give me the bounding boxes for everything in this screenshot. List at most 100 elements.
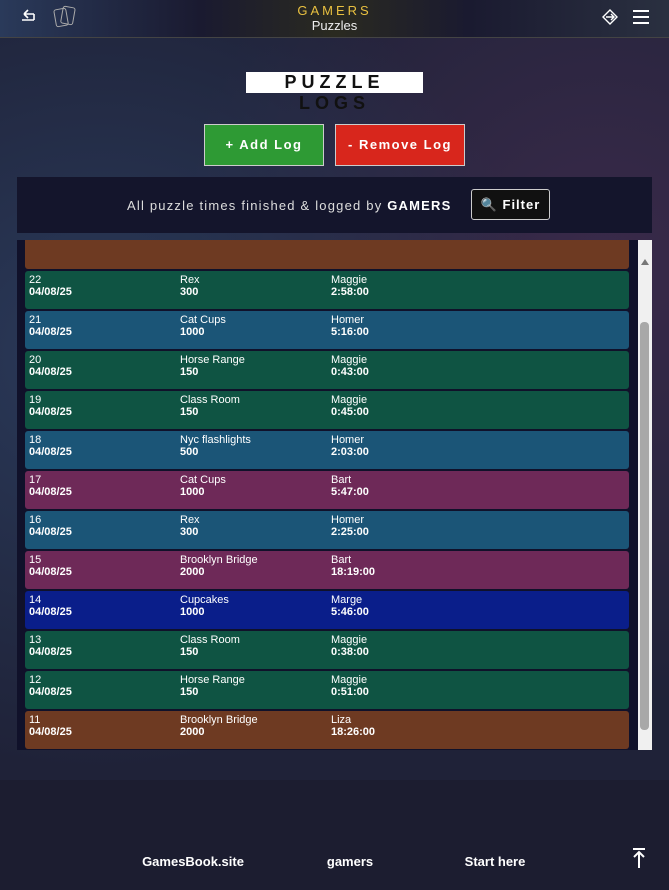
row-puzzle: Cupcakes [180,594,229,606]
footer-link[interactable]: gamers [326,854,374,869]
header-icons [22,5,649,28]
top-icon[interactable] [629,846,649,870]
row-id: 11 [29,714,41,726]
row-puzzle: Nyc flashlights [180,434,251,446]
row-player: Homer [331,314,365,326]
row-puzzle: Horse Range [180,674,245,686]
log-row[interactable]: 14 04/08/25 Cupcakes 1000 Marge 5:46:00 [25,591,629,629]
log-row: 04/08/25200018:45:00 [25,240,629,269]
row-date: 04/08/25 [29,486,72,498]
log-row[interactable]: 18 04/08/25 Nyc flashlights 500 Homer 2:03:00 [25,431,629,469]
log-list: 04/08/25200018:45:002204/08/25Rex300Magg… [17,240,652,750]
row-id: 20 [29,354,42,366]
menu-icon[interactable] [633,10,649,24]
row-player: Maggie [331,394,368,406]
row-player: Homer [331,434,365,446]
log-row[interactable]: 20 04/08/25 Horse Range 150 Maggie 0:43:00 [25,351,629,389]
row-player: Maggie [331,634,368,646]
row-time: 2:03:00 [331,446,369,458]
subtitle: Puzzles [311,18,358,33]
info-text: All puzzle times finished & logged by GA… [127,198,451,213]
info-label: All puzzle times finished & logged by [127,198,383,213]
row-time: 18:19:00 [331,566,376,578]
cards-icon[interactable] [53,7,69,28]
row-time: 5:46:00 [331,606,369,618]
row-time: 2:58:00 [331,286,369,298]
row-id: 14 [29,594,42,606]
row-time: 0:51:00 [331,686,369,698]
remove-button[interactable]: - Remove Log [335,124,465,166]
page-title: PUZZLE LOGS [246,72,423,113]
row-time: 5:16:00 [331,326,369,338]
row-puzzle: Rex [180,274,200,286]
row-pieces: 500 [180,446,199,458]
row-player: Marge [331,594,363,606]
row-time: 0:38:00 [331,646,369,658]
row-date: 04/08/25 [29,606,72,618]
log-row[interactable]: 15 04/08/25 Brooklyn Bridge 2000 Bart 18:19:0… [25,551,629,589]
row-puzzle: Brooklyn Bridge [180,554,258,566]
login-icon[interactable] [602,9,618,25]
filter-button[interactable]: 🔍 Filter [471,189,550,220]
footer-link[interactable]: Start here [464,854,526,869]
row-id: 17 [29,474,42,486]
row-time: 0:43:00 [331,366,369,378]
row-pieces: 1000 [180,486,205,498]
row-puzzle: Horse Range [180,354,245,366]
scrollbar[interactable] [638,240,652,750]
row-pieces: 2000 [180,726,205,738]
row-id: 19 [29,394,42,406]
row-puzzle: Cat Cups [180,474,226,486]
row-date: 04/08/25 [29,726,72,738]
info-bar: All puzzle times finished & logged by GA… [17,177,652,233]
row-date: 04/08/25 [29,646,72,658]
row-time: 18:26:00 [331,726,376,738]
footer-link[interactable]: GamesBook.site [142,854,244,869]
row-player: Bart [331,554,352,566]
log-row[interactable]: 12 04/08/25 Horse Range 150 Maggie 0:51:00 [25,671,629,709]
row-time: 0:45:00 [331,406,369,418]
row-player: Maggie [331,674,368,686]
row-date: 04/08/25 [29,686,72,698]
row-id: 13 [29,634,42,646]
row-pieces: 2000 [180,566,205,578]
row-pieces: 1000 [180,606,205,618]
row-date: 04/08/25 [29,566,72,578]
row-pieces: 150 [180,646,199,658]
row-pieces: 150 [180,686,199,698]
row-puzzle: Cat Cups [180,314,226,326]
row-player: Maggie [331,354,368,366]
log-row[interactable]: 19 04/08/25 Class Room 150 Maggie 0:45:00 [25,391,629,429]
log-row[interactable]: 16 04/08/25 Rex 300 Homer 2:25:00 [25,511,629,549]
brand: GAMERS [297,3,372,18]
footer: GamesBook.site gamers Start here [0,780,669,890]
log-row[interactable]: 22 04/08/25 Rex 300 Maggie 2:58:00 [25,271,629,309]
row-id: 21 [29,314,42,326]
row-puzzle: Class Room [180,394,240,406]
row-time: 2:25:00 [331,526,369,538]
row-date: 04/08/25 [29,406,72,418]
back-icon[interactable] [22,9,35,21]
row-date: 04/08/25 [29,326,72,338]
row-player: Bart [331,474,352,486]
add-button[interactable]: + Add Log [204,124,324,166]
row-date: 04/08/25 [29,446,72,458]
info-owner: GAMERS [387,198,452,213]
log-row[interactable]: 21 04/08/25 Cat Cups 1000 Homer 5:16:00 [25,311,629,349]
row-pieces: 300 [180,286,199,298]
row-id: 15 [29,554,42,566]
row-pieces: 150 [180,406,199,418]
row-pieces: 1000 [180,326,205,338]
row-date: 04/08/25 [29,366,72,378]
log-row[interactable]: 13 04/08/25 Class Room 150 Maggie 0:38:00 [25,631,629,669]
log-row[interactable]: 17 04/08/25 Cat Cups 1000 Bart 5:47:00 [25,471,629,509]
row-date: 04/08/25 [29,526,72,538]
row-id: 16 [29,514,42,526]
row-puzzle: Rex [180,514,200,526]
row-player: Homer [331,514,365,526]
log-row[interactable]: 11 04/08/25 Brooklyn Bridge 2000 Liza 18:26:0… [25,711,629,749]
row-id: 18 [29,434,42,446]
row-id: 22 [29,274,42,286]
row-pieces: 150 [180,366,199,378]
